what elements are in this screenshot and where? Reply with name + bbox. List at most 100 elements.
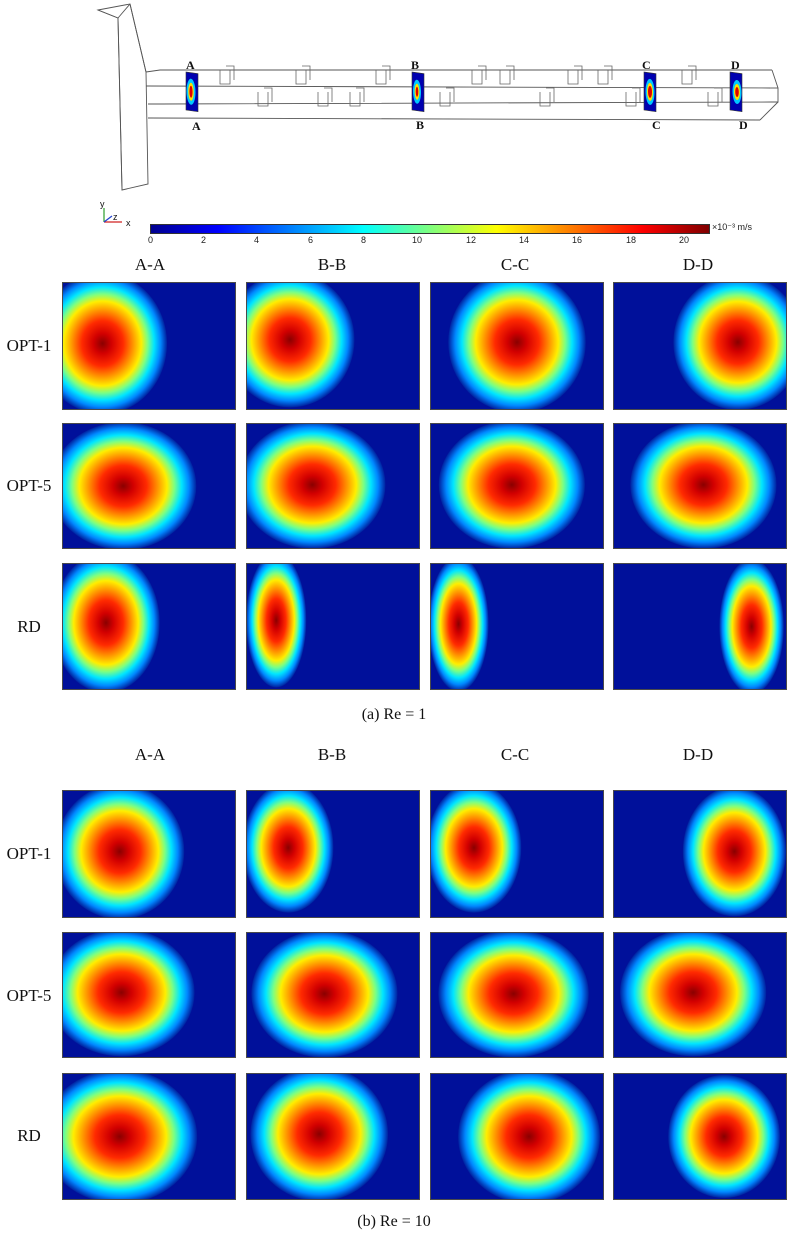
- velocity-contour: [247, 424, 386, 548]
- contour-panel: [62, 423, 236, 549]
- contour-panel: [613, 563, 787, 690]
- label-bottom-d: D: [739, 118, 748, 132]
- contour-panel: [246, 563, 420, 690]
- axis-z-label: z: [113, 212, 118, 222]
- contour-panel: [430, 282, 604, 410]
- contour-panel: [613, 423, 787, 549]
- slice-a: [185, 71, 199, 113]
- row-header: OPT-1: [6, 844, 52, 863]
- contour-panel: [430, 790, 604, 918]
- contour-panel: [62, 932, 236, 1058]
- velocity-contour: [458, 1074, 600, 1199]
- cb-tick: 10: [412, 235, 423, 245]
- figure-caption: (a) Re = 1: [361, 706, 427, 723]
- velocity-contour: [630, 424, 777, 548]
- label-top-b: B: [411, 58, 420, 72]
- contour-panel: [613, 790, 787, 918]
- velocity-contour: [438, 933, 589, 1057]
- contour-panel: [62, 282, 236, 410]
- row-header: RD: [17, 617, 41, 636]
- label-bottom-b: B: [416, 118, 425, 132]
- velocity-contour: [63, 564, 160, 689]
- col-header: B-B: [317, 745, 347, 764]
- contour-panel: [246, 790, 420, 918]
- contour-panel: [62, 1073, 236, 1200]
- label-bottom-c: C: [652, 118, 661, 132]
- velocity-contour: [63, 791, 185, 917]
- col-header: A-A: [134, 255, 166, 274]
- velocity-contour: [431, 564, 489, 689]
- slice-c: [643, 71, 657, 113]
- contour-panel: [613, 1073, 787, 1200]
- cb-tick: 18: [626, 235, 637, 245]
- section-slices: [185, 71, 743, 113]
- velocity-contour: [250, 1074, 389, 1199]
- channel-wireframe: [96, 3, 779, 191]
- velocity-contour: [63, 424, 197, 548]
- row-header: OPT-1: [6, 336, 52, 355]
- velocity-contour: [448, 283, 586, 409]
- label-top-a: A: [186, 58, 195, 72]
- velocity-contour: [682, 791, 786, 917]
- label-bottom-a: A: [192, 119, 201, 133]
- velocity-contour: [431, 791, 522, 913]
- velocity-contour: [668, 1074, 780, 1199]
- contour-panel: [430, 563, 604, 690]
- colorbar-unit: ×10⁻³ m/s: [712, 222, 753, 232]
- velocity-contour: [438, 424, 585, 548]
- cb-tick: 14: [519, 235, 530, 245]
- col-header: D-D: [682, 745, 714, 764]
- slice-d: [729, 71, 743, 113]
- label-top-c: C: [642, 58, 651, 72]
- row-header: OPT-5: [6, 476, 52, 495]
- contour-panel: [246, 282, 420, 410]
- velocity-contour: [719, 564, 784, 689]
- cb-tick: 8: [361, 235, 367, 245]
- axis-x-label: x: [126, 218, 131, 228]
- contour-panel: [613, 932, 787, 1058]
- col-header: A-A: [134, 745, 166, 764]
- cb-tick: 12: [466, 235, 477, 245]
- col-header: C-C: [500, 255, 530, 274]
- contour-panel: [62, 563, 236, 690]
- velocity-contour: [63, 1074, 198, 1199]
- row-header: OPT-5: [6, 986, 52, 1005]
- cb-tick: 20: [679, 235, 690, 245]
- colorbar-ticks: 0 2 4 6 8 10 12 14 16 18 20: [148, 235, 710, 247]
- velocity-contour: [63, 283, 168, 409]
- col-header: D-D: [682, 255, 714, 274]
- contour-panels-a: [62, 282, 787, 690]
- velocity-contour: [247, 791, 334, 913]
- figure-caption: (b) Re = 10: [357, 1213, 431, 1230]
- contour-panel: [62, 790, 236, 918]
- col-header: B-B: [317, 255, 347, 274]
- contour-panel: [430, 423, 604, 549]
- velocity-contour: [247, 564, 307, 688]
- cb-tick: 16: [572, 235, 583, 245]
- col-header: C-C: [500, 745, 530, 764]
- contour-panel: [613, 282, 787, 410]
- velocity-contour: [247, 283, 355, 408]
- colorbar: [150, 224, 710, 234]
- contour-panel: [430, 1073, 604, 1200]
- velocity-contour: [673, 283, 786, 409]
- contour-panel: [246, 423, 420, 549]
- obstacle-blocks: [219, 65, 723, 107]
- label-top-d: D: [731, 58, 740, 72]
- contour-panel: [246, 932, 420, 1058]
- velocity-contour: [63, 933, 195, 1057]
- velocity-contour: [251, 933, 398, 1057]
- slice-b: [411, 71, 425, 113]
- contour-panel: [246, 1073, 420, 1200]
- cb-tick: 6: [308, 235, 314, 245]
- cb-tick: 2: [201, 235, 207, 245]
- cb-tick: 0: [148, 235, 154, 245]
- axis-triad: [94, 196, 144, 232]
- contour-panel: [430, 932, 604, 1058]
- geometry-figure: [0, 0, 788, 200]
- cb-tick: 4: [254, 235, 260, 245]
- axis-y-label: y: [100, 199, 105, 209]
- row-header: RD: [17, 1126, 41, 1145]
- velocity-contour: [620, 933, 767, 1057]
